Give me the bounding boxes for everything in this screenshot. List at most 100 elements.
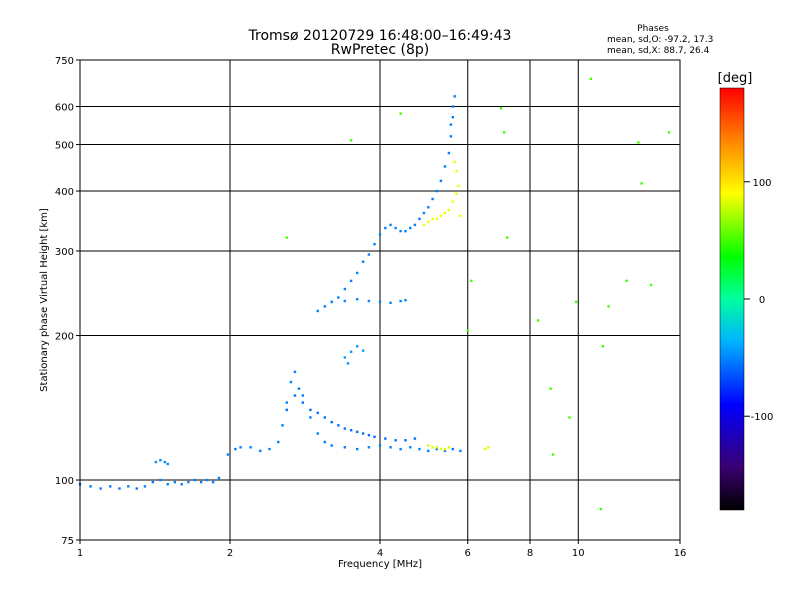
echo-point — [447, 208, 451, 212]
echo-point — [309, 408, 312, 412]
echo-point — [309, 416, 312, 419]
echo-point — [389, 223, 392, 227]
echo-point — [330, 300, 333, 304]
echo-point — [549, 387, 552, 390]
echo-point — [399, 229, 402, 233]
echo-point — [367, 253, 371, 256]
echo-point — [199, 480, 203, 484]
echo-point — [449, 123, 453, 126]
echo-point — [443, 165, 447, 168]
echo-point — [323, 440, 327, 444]
echo-point — [316, 411, 319, 415]
y-tick-label: 75 — [61, 536, 74, 547]
echo-point — [394, 226, 397, 230]
echo-point — [466, 329, 469, 332]
echo-point — [163, 460, 167, 464]
echo-point — [159, 458, 162, 462]
echo-point — [330, 420, 333, 424]
echo-point — [607, 305, 610, 308]
echo-point — [268, 447, 271, 451]
echo-point — [409, 226, 412, 230]
echo-point — [422, 211, 426, 215]
echo-point — [455, 169, 458, 173]
echo-point — [427, 206, 430, 209]
echo-point — [443, 211, 447, 215]
x-tick-label: 2 — [227, 548, 233, 559]
echo-point — [394, 439, 397, 442]
echo-point — [343, 299, 347, 303]
echo-point — [226, 453, 230, 456]
echo-point — [367, 446, 371, 449]
echo-point — [439, 447, 443, 451]
echo-point — [249, 446, 252, 449]
echo-point — [399, 299, 402, 303]
x-tick-label: 4 — [377, 548, 383, 559]
echo-point — [451, 105, 455, 108]
echo-point — [323, 305, 327, 308]
echo-point — [361, 349, 365, 352]
echo-point — [536, 319, 540, 322]
echo-point — [289, 380, 293, 384]
echo-point — [355, 271, 359, 275]
echo-point — [301, 401, 305, 404]
echo-point — [568, 416, 571, 419]
echo-point — [259, 449, 262, 453]
grid — [80, 60, 680, 540]
echo-point — [337, 424, 340, 427]
echo-point — [667, 131, 671, 134]
y-tick-label: 300 — [55, 247, 74, 258]
echo-point — [180, 483, 183, 486]
echo-point — [343, 356, 347, 359]
echo-point — [502, 131, 506, 134]
echo-point — [435, 217, 438, 221]
echo-point — [361, 260, 365, 263]
y-tick-label: 100 — [55, 476, 74, 487]
echo-point — [373, 435, 376, 439]
echo-point — [293, 394, 297, 397]
chart-title: Tromsø 20120729 16:48:00–16:49:43 — [248, 28, 512, 44]
echo-point — [451, 200, 455, 203]
echo-point — [127, 485, 130, 488]
x-tick-label: 1 — [77, 548, 83, 559]
x-axis-label: Frequency [MHz] — [338, 559, 422, 570]
echo-point — [640, 182, 643, 185]
echo-point — [453, 95, 456, 98]
echo-point — [459, 214, 462, 218]
echo-point — [343, 427, 347, 430]
chart-subtitle: RwPretec (8p) — [331, 42, 429, 58]
y-tick-label: 750 — [55, 56, 74, 67]
echo-point — [346, 362, 350, 365]
echo-point — [551, 453, 555, 456]
echo-point — [413, 223, 417, 227]
echo-point — [453, 160, 456, 164]
echo-point — [435, 446, 438, 449]
echo-point — [447, 446, 451, 449]
echo-point — [285, 408, 288, 412]
y-tick-label: 200 — [55, 332, 74, 343]
colorbar — [719, 87, 745, 511]
echo-point — [459, 449, 462, 453]
echo-point — [143, 485, 147, 488]
echo-point — [637, 141, 640, 144]
echo-point — [589, 77, 593, 81]
echo-point — [301, 394, 305, 397]
echo-point — [439, 179, 443, 183]
phase-stats-heading: Phases — [637, 24, 669, 34]
x-tick-label: 6 — [465, 548, 471, 559]
echo-point — [399, 447, 402, 451]
colorbar-tick-label: -100 — [751, 412, 774, 423]
echo-point — [135, 487, 138, 490]
y-axis-label: Stationary phase Virtual Height [km] — [39, 208, 50, 392]
echo-point — [418, 447, 421, 451]
echo-point — [205, 478, 209, 482]
echo-point — [355, 298, 359, 301]
echo-point — [285, 236, 288, 239]
y-tick-label: 500 — [55, 141, 74, 152]
echo-point — [330, 444, 333, 447]
echo-point — [431, 446, 434, 449]
echo-point — [349, 279, 353, 283]
echo-point — [355, 447, 359, 451]
x-tick-label: 16 — [674, 548, 687, 559]
echo-point — [422, 223, 426, 227]
